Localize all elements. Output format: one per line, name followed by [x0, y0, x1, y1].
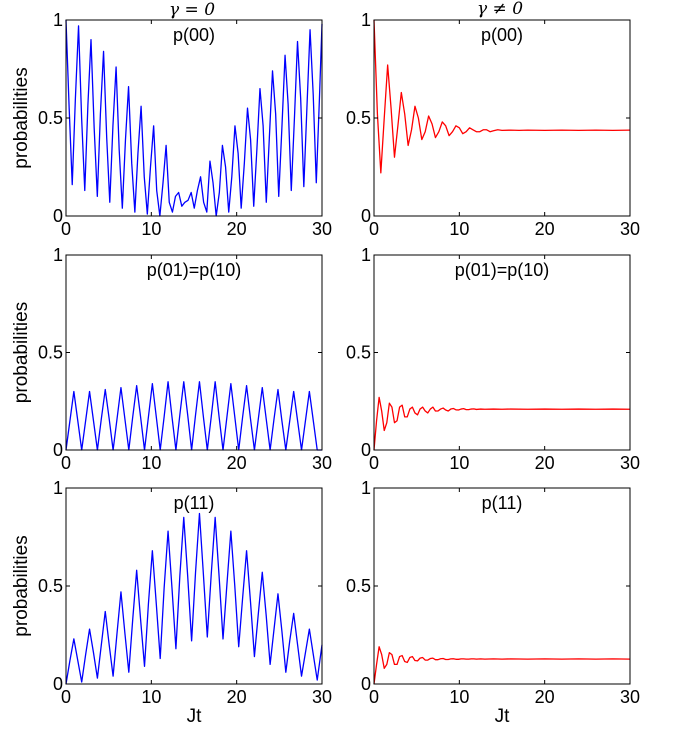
y-tick-label: 0.5	[346, 108, 371, 128]
series-line-2-1	[373, 19, 631, 174]
y-tick-label: 1	[53, 478, 63, 498]
y-tick-label: 1	[53, 10, 63, 30]
x-tick-label: 0	[369, 687, 379, 707]
panel-title: p(01)=p(10)	[455, 260, 550, 280]
x-tick-label: 20	[227, 453, 247, 473]
panel-3: 0 10 20 30 0 0.5 1 p(01)=p(10) probabilities	[11, 245, 332, 473]
series-line-4-1	[373, 396, 631, 451]
x-tick-label: 30	[620, 687, 640, 707]
column-title-right: γ ≠ 0	[477, 0, 523, 19]
x-tick-label: 10	[141, 453, 161, 473]
y-tick-label: 0	[361, 440, 371, 460]
y-tick-label: 0.5	[346, 343, 371, 363]
y-tick-label: 1	[361, 10, 371, 30]
y-tick-label: 0	[361, 674, 371, 694]
x-tick-label: 0	[61, 219, 71, 239]
x-tick-label: 30	[312, 687, 332, 707]
column-title-left: γ = 0	[169, 0, 215, 20]
x-axis-label: Jt	[187, 706, 203, 727]
y-axis-label: probabilities	[11, 302, 32, 403]
x-tick-label: 30	[312, 219, 332, 239]
y-tick-label: 0.5	[38, 343, 63, 363]
x-tick-label: 10	[141, 687, 161, 707]
panel-2: 0 10 20 30 0 0.5 1 p(00)	[346, 10, 640, 239]
panel-6: 0 10 20 30 0 0.5 1 p(11) Jt	[346, 478, 640, 727]
panel-title: p(11)	[174, 493, 215, 513]
x-tick-label: 0	[369, 219, 379, 239]
y-tick-label: 0	[53, 674, 63, 694]
x-tick-label: 10	[449, 687, 469, 707]
x-tick-label: 0	[61, 687, 71, 707]
panel-title: p(00)	[173, 25, 215, 45]
y-tick-label: 1	[53, 245, 63, 265]
y-tick-label: 0.5	[346, 576, 371, 596]
x-tick-label: 10	[449, 453, 469, 473]
panel-4: 0 10 20 30 0 0.5 1 p(01)=p(10)	[346, 245, 640, 473]
x-tick-label: 0	[61, 453, 71, 473]
y-tick-label: 0	[53, 440, 63, 460]
series-line-5-1	[65, 512, 323, 685]
x-tick-label: 20	[535, 453, 555, 473]
x-axis-label: Jt	[495, 706, 511, 727]
y-axis-label: probabilities	[11, 535, 32, 636]
axes-frame	[65, 254, 323, 451]
panel-title: p(11)	[482, 493, 523, 513]
x-tick-label: 20	[227, 219, 247, 239]
panel-1: 0 10 20 30 0 0.5 1 p(00) probabilities	[11, 10, 332, 239]
y-tick-label: 1	[361, 478, 371, 498]
x-tick-label: 0	[369, 453, 379, 473]
axes-frame	[373, 19, 631, 217]
panel-title: p(00)	[481, 25, 523, 45]
y-tick-label: 1	[361, 245, 371, 265]
x-tick-label: 10	[449, 219, 469, 239]
axes-frame	[373, 254, 631, 451]
y-tick-label: 0	[361, 206, 371, 226]
x-tick-label: 20	[535, 219, 555, 239]
panel-title: p(01)=p(10)	[147, 260, 242, 280]
series-line-6-1	[373, 646, 631, 685]
axes-frame	[373, 487, 631, 685]
x-tick-label: 30	[620, 453, 640, 473]
y-tick-label: 0	[53, 206, 63, 226]
series-line-3-1	[65, 381, 322, 451]
series-line-1-1	[65, 19, 323, 217]
y-axis-label: probabilities	[11, 67, 32, 168]
x-tick-label: 20	[227, 687, 247, 707]
y-tick-label: 0.5	[38, 108, 63, 128]
x-tick-label: 20	[535, 687, 555, 707]
y-tick-label: 0.5	[38, 576, 63, 596]
panel-5: 0 10 20 30 0 0.5 1 p(11) probabilities Jt	[11, 478, 332, 727]
x-tick-label: 30	[620, 219, 640, 239]
x-tick-label: 10	[141, 219, 161, 239]
x-tick-label: 30	[312, 453, 332, 473]
axes-frame	[65, 19, 323, 217]
